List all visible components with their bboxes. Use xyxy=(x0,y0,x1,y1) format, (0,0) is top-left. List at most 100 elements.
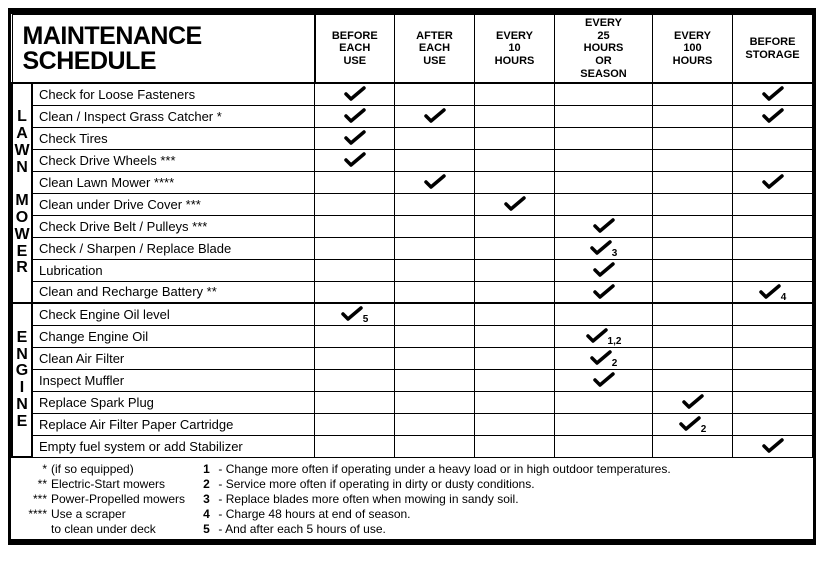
check-cell: 2 xyxy=(653,413,733,435)
check-cell xyxy=(555,369,653,391)
task-label: Check Engine Oil level xyxy=(32,303,315,325)
maintenance-schedule: MAINTENANCE SCHEDULE BEFOREEACHUSE AFTER… xyxy=(8,8,816,545)
check-cell xyxy=(315,171,395,193)
check-cell xyxy=(733,83,813,105)
check-cell xyxy=(555,171,653,193)
checkmark-icon xyxy=(343,108,367,124)
check-cell xyxy=(395,149,475,171)
check-cell xyxy=(395,237,475,259)
check-cell xyxy=(653,281,733,303)
check-cell xyxy=(555,215,653,237)
checkmark-icon xyxy=(343,152,367,168)
check-cell xyxy=(315,83,395,105)
table-row: Inspect Muffler xyxy=(12,369,813,391)
check-cell xyxy=(395,413,475,435)
check-cell xyxy=(555,193,653,215)
table-row: Lubrication xyxy=(12,259,813,281)
checkmark-icon xyxy=(423,108,447,124)
checkmark-icon xyxy=(423,174,447,190)
check-cell xyxy=(475,149,555,171)
check-cell xyxy=(475,215,555,237)
checkmark-icon xyxy=(343,130,367,146)
legend-line: **Electric-Start mowers xyxy=(17,477,185,492)
header-row: MAINTENANCE SCHEDULE BEFOREEACHUSE AFTER… xyxy=(12,15,813,84)
task-label: Clean under Drive Cover *** xyxy=(32,193,315,215)
check-cell: 2 xyxy=(555,347,653,369)
section-label: LAWN MOWER xyxy=(12,83,32,303)
check-cell xyxy=(315,193,395,215)
check-cell xyxy=(653,435,733,457)
check-cell xyxy=(733,259,813,281)
table-row: Replace Air Filter Paper Cartridge 2 xyxy=(12,413,813,435)
checkmark-icon xyxy=(678,416,702,432)
checkmark-icon xyxy=(343,86,367,102)
footer: *(if so equipped)**Electric-Start mowers… xyxy=(11,458,813,539)
table-row: Clean and Recharge Battery **4 xyxy=(12,281,813,303)
checkmark-icon xyxy=(503,196,527,212)
task-label: Lubrication xyxy=(32,259,315,281)
check-subscript: 2 xyxy=(701,424,707,435)
check-cell xyxy=(653,215,733,237)
legend-line: ***Power-Propelled mowers xyxy=(17,492,185,507)
check-cell xyxy=(733,369,813,391)
check-cell xyxy=(395,369,475,391)
check-cell xyxy=(653,237,733,259)
task-label: Replace Air Filter Paper Cartridge xyxy=(32,413,315,435)
table-row: Replace Spark Plug xyxy=(12,391,813,413)
checkmark-icon xyxy=(589,350,613,366)
table-title: MAINTENANCE SCHEDULE xyxy=(12,15,315,84)
check-cell xyxy=(475,105,555,127)
check-cell xyxy=(395,347,475,369)
check-subscript: 5 xyxy=(363,314,369,325)
task-label: Clean / Inspect Grass Catcher * xyxy=(32,105,315,127)
check-cell xyxy=(395,171,475,193)
check-cell xyxy=(395,83,475,105)
check-subscript: 4 xyxy=(781,292,787,303)
check-cell xyxy=(315,281,395,303)
check-cell xyxy=(733,215,813,237)
check-cell xyxy=(475,281,555,303)
check-cell xyxy=(315,325,395,347)
check-cell xyxy=(475,83,555,105)
legend-line: *(if so equipped) xyxy=(17,462,185,477)
check-cell xyxy=(733,413,813,435)
check-cell xyxy=(395,259,475,281)
check-cell xyxy=(653,149,733,171)
check-cell xyxy=(733,347,813,369)
check-cell xyxy=(475,325,555,347)
check-cell xyxy=(733,105,813,127)
task-label: Clean Air Filter xyxy=(32,347,315,369)
check-cell xyxy=(395,193,475,215)
check-cell xyxy=(315,369,395,391)
task-label: Replace Spark Plug xyxy=(32,391,315,413)
check-cell xyxy=(395,105,475,127)
check-cell xyxy=(653,127,733,149)
check-cell: 1,2 xyxy=(555,325,653,347)
task-label: Check / Sharpen / Replace Blade xyxy=(32,237,315,259)
check-cell xyxy=(555,435,653,457)
check-cell xyxy=(653,83,733,105)
checkmark-icon xyxy=(589,240,613,256)
table-row: Check / Sharpen / Replace Blade 3 xyxy=(12,237,813,259)
check-cell xyxy=(475,435,555,457)
check-cell xyxy=(475,347,555,369)
check-cell xyxy=(555,149,653,171)
table-row: Clean Air Filter 2 xyxy=(12,347,813,369)
checkmark-icon xyxy=(592,262,616,278)
table-row: ENGINECheck Engine Oil level5 xyxy=(12,303,813,325)
check-cell xyxy=(475,369,555,391)
check-cell xyxy=(733,171,813,193)
check-cell xyxy=(555,259,653,281)
check-cell xyxy=(395,303,475,325)
check-cell xyxy=(555,281,653,303)
table-row: Clean under Drive Cover *** xyxy=(12,193,813,215)
schedule-table: MAINTENANCE SCHEDULE BEFOREEACHUSE AFTER… xyxy=(11,14,813,458)
check-cell xyxy=(733,127,813,149)
checkmark-icon xyxy=(585,328,609,344)
legend-line: ****Use a scraperto clean under deck xyxy=(17,507,185,537)
check-cell: 3 xyxy=(555,237,653,259)
check-cell xyxy=(315,413,395,435)
note-line: 4 - Charge 48 hours at end of season. xyxy=(203,507,807,522)
task-label: Check Drive Wheels *** xyxy=(32,149,315,171)
checkmark-icon xyxy=(681,394,705,410)
